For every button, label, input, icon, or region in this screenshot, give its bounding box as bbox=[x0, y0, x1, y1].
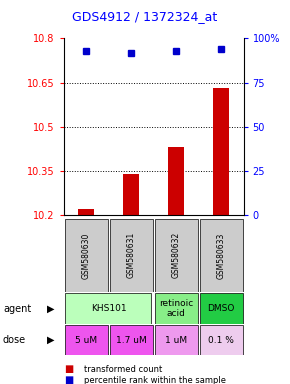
Text: ■: ■ bbox=[64, 364, 73, 374]
Bar bbox=[65, 219, 108, 292]
Bar bbox=[155, 293, 198, 324]
Text: 5 uM: 5 uM bbox=[75, 336, 97, 345]
Bar bbox=[200, 293, 243, 324]
Text: 0.1 %: 0.1 % bbox=[208, 336, 234, 345]
Text: 1 uM: 1 uM bbox=[165, 336, 187, 345]
Bar bbox=[155, 325, 198, 355]
Text: GSM580631: GSM580631 bbox=[127, 232, 136, 278]
Text: dose: dose bbox=[3, 335, 26, 345]
Text: ▶: ▶ bbox=[47, 304, 55, 314]
Bar bbox=[65, 293, 151, 324]
Bar bbox=[200, 219, 243, 292]
Bar bbox=[155, 219, 198, 292]
Bar bbox=[123, 174, 139, 215]
Bar bbox=[110, 219, 153, 292]
Text: transformed count: transformed count bbox=[84, 365, 162, 374]
Text: 1.7 uM: 1.7 uM bbox=[116, 336, 147, 345]
Text: GSM580630: GSM580630 bbox=[82, 232, 91, 278]
Text: DMSO: DMSO bbox=[207, 304, 235, 313]
Text: agent: agent bbox=[3, 304, 31, 314]
Text: retinoic
acid: retinoic acid bbox=[159, 299, 193, 318]
Text: ■: ■ bbox=[64, 375, 73, 384]
Text: GSM580633: GSM580633 bbox=[217, 232, 226, 278]
Text: percentile rank within the sample: percentile rank within the sample bbox=[84, 376, 226, 384]
Bar bbox=[78, 209, 94, 215]
Text: GSM580632: GSM580632 bbox=[172, 232, 181, 278]
Bar bbox=[110, 325, 153, 355]
Bar bbox=[200, 325, 243, 355]
Bar bbox=[213, 88, 229, 215]
Text: GDS4912 / 1372324_at: GDS4912 / 1372324_at bbox=[72, 10, 218, 23]
Text: KHS101: KHS101 bbox=[91, 304, 126, 313]
Text: ▶: ▶ bbox=[47, 335, 55, 345]
Bar bbox=[65, 325, 108, 355]
Bar bbox=[168, 147, 184, 215]
